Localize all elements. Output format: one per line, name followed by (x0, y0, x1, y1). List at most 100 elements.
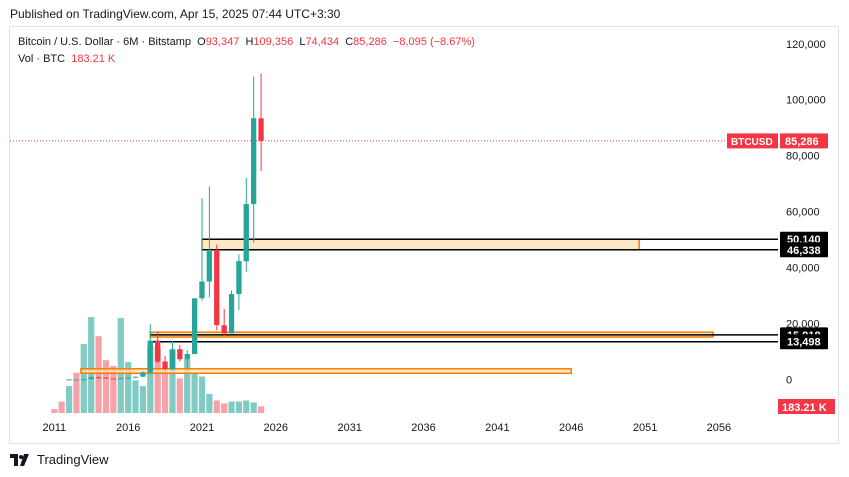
y-tick-label: 80,000 (786, 151, 820, 163)
volume-bar (125, 362, 132, 413)
candle-body (184, 354, 190, 360)
volume-bar (221, 403, 228, 413)
candle-body (96, 377, 102, 379)
candle-body (132, 376, 139, 378)
volume-bar (73, 372, 80, 413)
candle-body (66, 379, 72, 381)
close-value: 85,286 (353, 36, 387, 48)
candle-body (243, 204, 249, 262)
last-price-box (780, 133, 828, 149)
volume-bar (235, 401, 242, 413)
volume-bar (132, 380, 139, 413)
y-tick-label: 0 (786, 374, 792, 386)
candle-body (221, 325, 227, 334)
price-label-box (780, 334, 828, 350)
x-tick-label: 2051 (633, 422, 657, 434)
candle-body (81, 379, 87, 381)
x-tick-label: 2011 (42, 422, 66, 434)
chart-frame (9, 26, 839, 444)
candle-body (155, 340, 161, 362)
volume-bar (154, 347, 161, 413)
y-tick-label: 40,000 (786, 263, 820, 275)
low-label: L (299, 36, 306, 48)
x-tick-label: 2026 (264, 422, 288, 434)
candle-body (88, 377, 94, 380)
volume-bar (95, 336, 102, 413)
price-label-box (780, 242, 828, 258)
x-tick-label: 2016 (116, 422, 140, 434)
volume-bar (191, 372, 198, 413)
price-label: 13,498 (787, 337, 821, 349)
volume-bar (206, 393, 213, 413)
candle-body (192, 298, 198, 354)
y-tick-label: 120,000 (786, 39, 826, 51)
published-caption: Published on TradingView.com, Apr 15, 20… (10, 7, 341, 21)
candle-body (162, 361, 168, 370)
volume-bar (162, 370, 169, 413)
volume-bar (258, 406, 265, 413)
candle-body (258, 118, 264, 141)
close-label: C (345, 36, 354, 48)
open-value: 93,347 (205, 36, 240, 48)
volume-bar (51, 409, 58, 413)
candle-body (214, 249, 220, 326)
volume-bar (243, 400, 250, 413)
x-tick-label: 2036 (411, 422, 435, 434)
y-tick-label: 100,000 (786, 95, 826, 107)
volume-legend: Vol · BTC 183.21 K (18, 53, 115, 65)
y-tick-label: 60,000 (786, 207, 820, 219)
tradingview-logo[interactable]: TradingView (10, 452, 109, 467)
candle-body (73, 379, 80, 381)
candle-body (110, 378, 116, 380)
low-value: 74,434 (305, 36, 340, 48)
volume-bar (80, 343, 87, 413)
volume-value: 183.21 K (71, 53, 116, 65)
symbol-label: BTCUSD (731, 137, 773, 148)
candle-body (251, 118, 257, 205)
volume-bar (102, 360, 110, 413)
volume-axis-label: 183.21 K (782, 402, 827, 414)
upper-zone (201, 238, 640, 251)
volume-bar (250, 402, 257, 413)
x-tick-label: 2031 (337, 422, 361, 434)
volume-bar (184, 359, 191, 413)
volume-bar (169, 349, 176, 413)
x-tick-label: 2021 (190, 422, 214, 434)
high-label: H (245, 36, 254, 48)
candle-body (228, 294, 235, 334)
volume-bar (147, 345, 154, 413)
candle-body (177, 349, 183, 360)
candle-body (140, 372, 146, 377)
candle-body (103, 377, 109, 379)
high-value: 109,356 (253, 36, 294, 48)
price-label: 46,338 (787, 245, 821, 257)
symbol-label-box (727, 133, 778, 149)
open-label: O (197, 36, 206, 48)
volume-bar (198, 376, 206, 413)
ohlc-legend: Bitcoin / U.S. Dollar · 6M · Bitstamp O9… (18, 36, 475, 48)
volume-bar (176, 378, 183, 413)
volume-bar (110, 366, 117, 413)
volume-bar (228, 401, 235, 413)
candle-body (147, 340, 153, 373)
candle-body (199, 281, 205, 299)
candle-body (236, 261, 242, 295)
lower-zone (80, 368, 572, 375)
candle-body (125, 377, 131, 379)
x-tick-label: 2041 (485, 422, 509, 434)
x-tick-label: 2056 (707, 422, 731, 434)
volume-label-box (778, 399, 835, 414)
volume-label: Vol · BTC (18, 53, 66, 65)
x-tick-label: 2046 (559, 422, 583, 434)
candle-body (206, 249, 212, 282)
candle-body (169, 349, 176, 370)
volume-bar (117, 318, 124, 413)
tradingview-logo-icon (10, 453, 29, 466)
volume-bar (58, 401, 65, 413)
candle-body (118, 378, 124, 380)
tradingview-logo-text: TradingView (37, 452, 109, 467)
last-price-label: 85,286 (785, 136, 819, 148)
volume-bar (66, 386, 73, 413)
volume-bar (213, 400, 220, 413)
